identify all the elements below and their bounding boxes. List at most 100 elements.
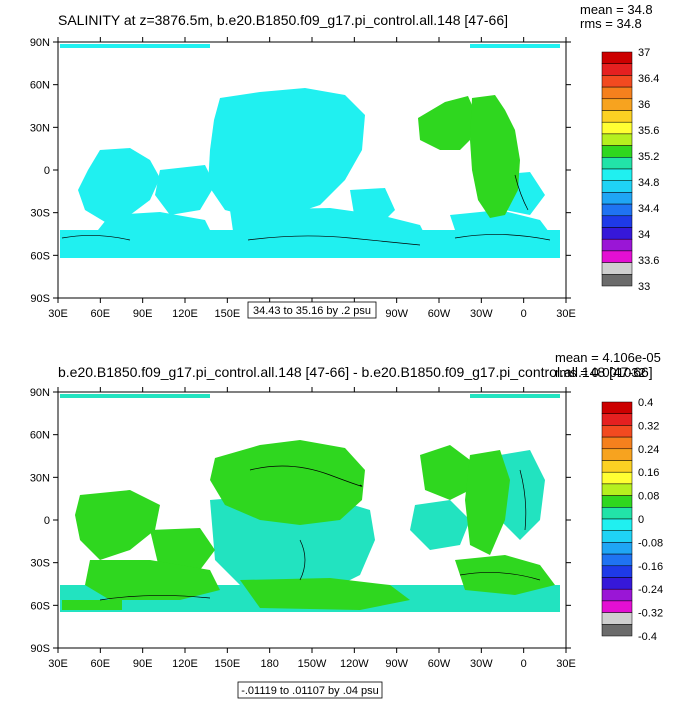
panel-1-colorbar-swatch <box>601 86 633 100</box>
panel-2: b.e20.B1850.f09_g17.pi_control.all.148 [… <box>30 350 663 699</box>
panel-1-colorbar-swatch <box>601 227 633 240</box>
panel-2-colorbar-swatch <box>601 471 633 485</box>
panel-1-mean: mean = 34.8 <box>580 2 653 17</box>
panel-2-lat-label: 0 <box>44 515 50 527</box>
panel-2-colorbar-label: -0.16 <box>638 561 663 573</box>
panel-2-rms: rms = 0.001032 <box>555 365 646 380</box>
panel-1-colorbar-swatch <box>601 51 633 64</box>
panel-1-colorbar-label: 34.4 <box>638 203 659 215</box>
panel-1-colorbar-swatch <box>601 192 633 205</box>
panel-1-colorbar-swatch <box>601 121 633 135</box>
panel-2-colorbar-swatch <box>601 624 633 637</box>
panel-2-colorbar-label: -0.32 <box>638 608 663 620</box>
panel-2-colorbar-swatch <box>601 600 633 613</box>
panel-1-colorbar-label: 35.2 <box>638 151 659 163</box>
panel-1-lon-label: 0 <box>521 308 527 320</box>
panel-1-colorbar-swatch <box>601 203 633 217</box>
panel-1-contour-info-box <box>247 301 377 319</box>
panel-1-contour-info: 34.43 to 35.16 by .2 psu <box>253 305 371 317</box>
panel-1-lat-label: 60S <box>30 250 50 262</box>
panel-2-colorbar-swatch <box>601 588 633 602</box>
panel-1-lat-label: 30N <box>30 122 50 134</box>
panel-1-colorbar-swatch <box>601 145 633 158</box>
panel-2-colorbar-swatch <box>601 425 633 438</box>
panel-1-lon-label: 30E <box>48 308 68 320</box>
panel-2-colorbar-swatch <box>601 565 633 578</box>
panel-2-contour-info: -.01119 to .01107 by .04 psu <box>241 685 379 697</box>
panel-1-colorbar-label: 35.6 <box>638 125 659 137</box>
panel-1-colorbar-swatch <box>601 238 633 252</box>
panel-1-lon-label: 150E <box>214 308 240 320</box>
panel-1-lon-label: 90E <box>133 308 153 320</box>
panel-2-lon-label: 30W <box>470 658 493 670</box>
panel-1-colorbar-swatch <box>601 250 633 263</box>
panel-1-lon-label: 120E <box>172 308 198 320</box>
panel-2-lon-label: 120E <box>172 658 198 670</box>
panel-2-colorbar-swatch <box>601 495 633 508</box>
panel-1-colorbar-label: 36.4 <box>638 73 659 85</box>
panel-1-lon-label: 90W <box>385 308 408 320</box>
panel-2-colorbar-swatch <box>601 530 633 543</box>
panel-1-title: SALINITY at z=3876.5m, b.e20.B1850.f09_g… <box>58 12 508 28</box>
panel-2-lon-label: 150E <box>214 658 240 670</box>
panel-1-colorbar-swatch <box>601 215 633 228</box>
panel-1-lat-label: 0 <box>44 165 50 177</box>
panel-2-lon-label: 30E <box>556 658 576 670</box>
panel-2-lat-label: 90N <box>30 387 50 399</box>
panel-2-lat-label: 60N <box>30 430 50 442</box>
panel-2-lon-label: 0 <box>521 658 527 670</box>
panel-2-colorbar-label: 0.08 <box>638 491 659 503</box>
panel-2-colorbar-swatch <box>601 460 633 473</box>
panel-2-lon-label: 90E <box>133 658 153 670</box>
panel-1-colorbar-label: 33 <box>638 281 650 293</box>
panel-2-colorbar-swatch <box>601 448 633 461</box>
panel-2-lon-label: 60E <box>91 658 111 670</box>
panel-2-colorbar-swatch <box>601 483 633 496</box>
panel-2-colorbar-label: -0.4 <box>638 631 657 643</box>
panel-2-title: b.e20.B1850.f09_g17.pi_control.all.148 [… <box>58 364 653 380</box>
panel-2-colorbar-label: 0.4 <box>638 397 653 409</box>
panel-2-colorbar-label: 0.32 <box>638 420 659 432</box>
panel-1-colorbar-swatch <box>601 133 633 146</box>
panel-2-lon-label: 120W <box>340 658 369 670</box>
panel-2-lon-label: 180 <box>260 658 278 670</box>
panel-1-colorbar-swatch <box>601 180 633 193</box>
panel-2-colorbar-swatch <box>601 507 633 520</box>
panel-1-field <box>60 44 560 258</box>
panel-1-lon-label: 60W <box>428 308 451 320</box>
panel-2-colorbar-swatch <box>601 577 633 590</box>
panel-2-colorbar-swatch <box>601 553 633 567</box>
panel-2-colorbar-label: -0.24 <box>638 584 663 596</box>
panel-1-lon-label: 30E <box>556 308 576 320</box>
panel-1-lat-label: 90S <box>30 293 50 305</box>
panel-2-lat-label: 30N <box>30 472 50 484</box>
panel-2-colorbar-label: -0.08 <box>638 537 663 549</box>
panel-1-rms: rms = 34.8 <box>580 16 642 31</box>
panel-2-field <box>60 394 560 612</box>
panel-2-colorbar-swatch <box>601 542 633 555</box>
panel-2-colorbar-swatch <box>601 413 633 426</box>
panel-1-lon-label: 60E <box>91 308 111 320</box>
panel-2-colorbar-swatch <box>601 518 633 531</box>
panel-2-mean: mean = 4.106e-05 <box>555 350 661 365</box>
panel-2-contour-info-box <box>237 681 383 699</box>
panel-1-lat-label: 30S <box>30 208 50 220</box>
panel-2-colorbar-swatch <box>601 612 633 625</box>
panel-2-lon-label: 30E <box>48 658 68 670</box>
panel-1-colorbar: 37 36.4 36 35.6 35.2 34.8 34.4 34 33.6 33 <box>601 47 659 293</box>
panel-1-colorbar-swatch <box>601 98 633 111</box>
panel-1-lat-label: 90N <box>30 37 50 49</box>
panel-2-colorbar-label: 0.16 <box>638 467 659 479</box>
panel-1-colorbar-swatch <box>601 63 633 76</box>
panel-2-lon-label: 150W <box>298 658 327 670</box>
panel-2-colorbar-label: 0.24 <box>638 444 659 456</box>
panel-2-lat-label: 90S <box>30 643 50 655</box>
panel-2-ticks: 90N 60N 30N 0 30S 60S 90S 30E 60E 90E 120E 150E 180 1… <box>30 387 576 670</box>
panel-1-colorbar-label: 36 <box>638 99 650 111</box>
panel-1-colorbar-label: 33.6 <box>638 255 659 267</box>
panel-1-colorbar-swatch <box>601 75 633 88</box>
panel-1-colorbar-swatch <box>601 168 633 181</box>
panel-1-colorbar-swatch <box>601 157 633 170</box>
